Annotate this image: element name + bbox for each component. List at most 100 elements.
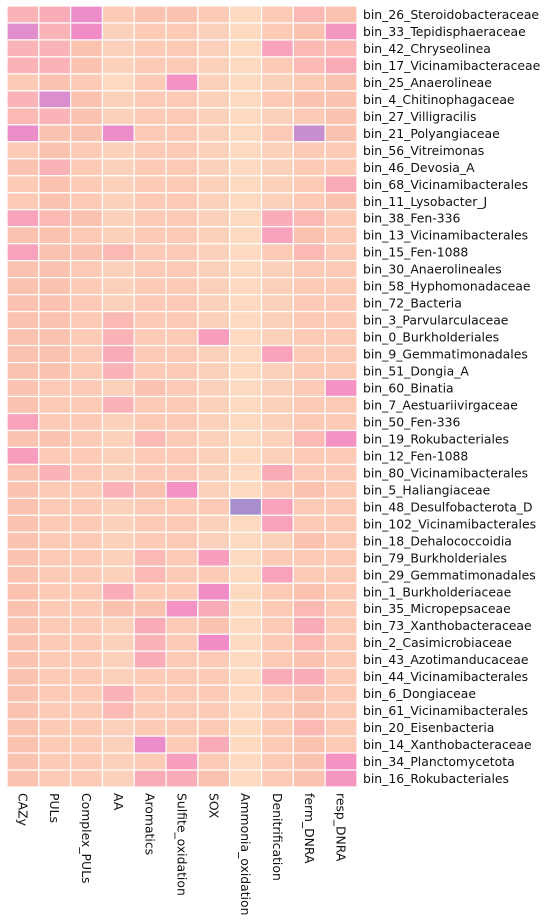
heatmap-cell [324,378,358,398]
heatmap-cell [38,531,72,550]
heatmap-cell [101,667,135,686]
heatmap-cell [324,599,358,618]
heatmap-cell [70,311,104,330]
heatmap-cell [292,514,326,533]
heatmap-cell [101,226,135,245]
heatmap-cell [133,294,167,313]
heatmap-cell [6,5,40,24]
heatmap-cell [6,22,40,41]
heatmap-cell [229,90,263,109]
heatmap-cell [133,497,167,516]
heatmap-cell [229,429,263,449]
heatmap-cell [38,565,72,584]
heatmap-cell [229,480,263,499]
heatmap-cell [292,311,326,330]
heatmap-cell [229,718,263,737]
heatmap-cell [197,531,231,550]
heatmap-cell [197,565,231,584]
heatmap-cell [292,209,326,228]
heatmap-cell [197,378,231,398]
heatmap-cell [197,158,231,177]
heatmap-cell [229,277,263,296]
heatmap-cell [38,107,72,126]
heatmap-cell [70,158,104,177]
heatmap-cell [101,395,135,415]
heatmap-cell [70,260,104,279]
heatmap-cell [324,226,358,245]
heatmap-cell [6,735,40,754]
heatmap-cell [260,463,294,482]
heatmap-cell [324,735,358,754]
heatmap-cell [70,463,104,482]
heatmap-cell [6,395,40,415]
heatmap-cell [6,684,40,703]
heatmap-cell [101,311,135,330]
heatmap-cell [101,446,135,466]
heatmap-cell [6,650,40,669]
heatmap-cell [324,616,358,635]
heatmap-cell [133,650,167,669]
heatmap-cell [324,633,358,652]
column-label: resp_DNRA [334,793,349,862]
heatmap-cell [133,209,167,228]
heatmap-cell [260,277,294,296]
heatmap-cell [70,5,104,24]
heatmap-cell [6,378,40,398]
heatmap-cell [260,395,294,415]
heatmap-cell [38,192,72,211]
heatmap-cell [229,39,263,58]
heatmap-cell [165,124,199,143]
heatmap-cell [165,175,199,194]
heatmap-cell [229,548,263,567]
heatmap-cell [165,718,199,737]
heatmap-cell [38,752,72,771]
heatmap-cell [133,446,167,466]
column-label: PULs [47,793,62,823]
row-label: bin_4_Chitinophagaceae [363,92,515,107]
heatmap-cell [324,361,358,381]
heatmap-cell [292,327,326,347]
row-label: bin_19_Rokubacteriales [363,431,509,446]
row-label: bin_13_Vicinamibacterales [363,228,528,243]
heatmap-cell [229,684,263,703]
heatmap-cell [197,22,231,41]
heatmap-cell [197,718,231,737]
heatmap-cell [260,378,294,398]
row-label: bin_80_Vicinamibacterales [363,465,528,480]
heatmap-cell [6,531,40,550]
heatmap-cell [260,56,294,75]
heatmap-cell [324,327,358,347]
row-label: bin_43_Azotimanducaceae [363,652,528,667]
heatmap-cell [38,90,72,109]
heatmap-cell [6,158,40,177]
heatmap-cell [38,395,72,415]
heatmap-cell [133,701,167,720]
heatmap-cell [6,718,40,737]
heatmap-cell [38,582,72,601]
heatmap-cell [229,5,263,24]
heatmap-cell [197,446,231,466]
heatmap-cell [101,124,135,143]
heatmap-cell [38,599,72,618]
heatmap-cell [38,412,72,432]
heatmap-cell [197,141,231,160]
heatmap-cell [38,650,72,669]
heatmap-cell [324,243,358,262]
row-label: bin_72_Bacteria [363,296,462,311]
heatmap-cell [70,633,104,652]
heatmap-cell [324,582,358,601]
heatmap-cell [324,446,358,466]
heatmap-cell [165,599,199,618]
heatmap-cell [229,616,263,635]
heatmap-cell [38,260,72,279]
heatmap-cell [70,175,104,194]
heatmap-cell [260,633,294,652]
heatmap-cells [6,5,358,788]
heatmap-cell [133,22,167,41]
heatmap-cell [197,56,231,75]
heatmap-cell [38,446,72,466]
heatmap-cell [324,514,358,533]
heatmap-cell [6,480,40,499]
row-label: bin_6_Dongiaceae [363,686,476,701]
heatmap-cell [324,412,358,432]
